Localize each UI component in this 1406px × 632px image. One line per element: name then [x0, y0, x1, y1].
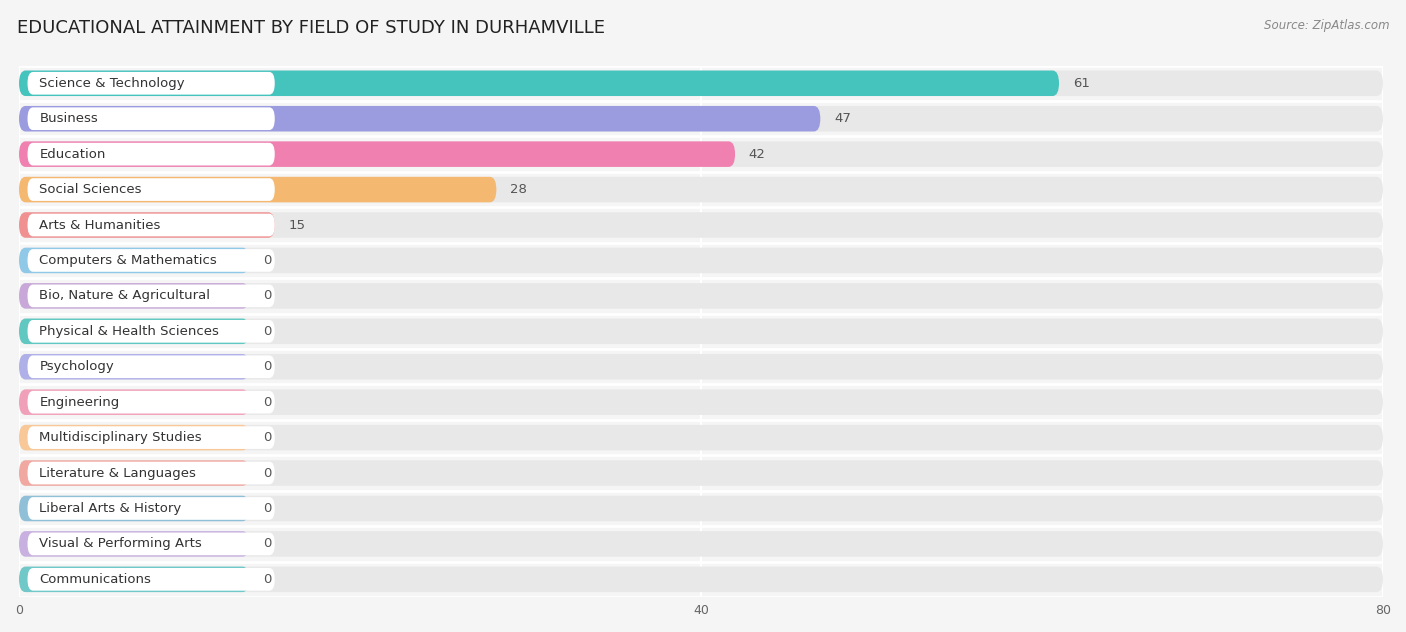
FancyBboxPatch shape	[20, 248, 1384, 273]
Text: Bio, Nature & Agricultural: Bio, Nature & Agricultural	[39, 289, 211, 302]
Text: 15: 15	[288, 219, 305, 231]
FancyBboxPatch shape	[28, 497, 274, 520]
FancyBboxPatch shape	[20, 425, 249, 451]
Text: 0: 0	[263, 466, 271, 480]
Text: Computers & Mathematics: Computers & Mathematics	[39, 254, 217, 267]
FancyBboxPatch shape	[20, 212, 1384, 238]
FancyBboxPatch shape	[28, 214, 274, 236]
Text: Source: ZipAtlas.com: Source: ZipAtlas.com	[1264, 19, 1389, 32]
Text: 0: 0	[263, 325, 271, 338]
FancyBboxPatch shape	[20, 566, 1384, 592]
Text: Visual & Performing Arts: Visual & Performing Arts	[39, 537, 202, 550]
FancyBboxPatch shape	[20, 389, 249, 415]
FancyBboxPatch shape	[20, 319, 249, 344]
Text: Science & Technology: Science & Technology	[39, 76, 186, 90]
Text: Psychology: Psychology	[39, 360, 114, 374]
Text: 0: 0	[263, 396, 271, 409]
FancyBboxPatch shape	[28, 320, 274, 343]
Text: Engineering: Engineering	[39, 396, 120, 409]
FancyBboxPatch shape	[28, 249, 274, 272]
FancyBboxPatch shape	[20, 142, 735, 167]
Text: EDUCATIONAL ATTAINMENT BY FIELD OF STUDY IN DURHAMVILLE: EDUCATIONAL ATTAINMENT BY FIELD OF STUDY…	[17, 19, 605, 37]
FancyBboxPatch shape	[20, 566, 249, 592]
Text: 0: 0	[263, 254, 271, 267]
FancyBboxPatch shape	[20, 177, 496, 202]
FancyBboxPatch shape	[20, 212, 274, 238]
FancyBboxPatch shape	[20, 71, 1059, 96]
FancyBboxPatch shape	[28, 426, 274, 449]
FancyBboxPatch shape	[20, 142, 1384, 167]
Text: 0: 0	[263, 573, 271, 586]
Text: 0: 0	[263, 537, 271, 550]
Text: Education: Education	[39, 148, 105, 161]
FancyBboxPatch shape	[20, 106, 1384, 131]
Text: 0: 0	[263, 502, 271, 515]
FancyBboxPatch shape	[20, 495, 249, 521]
Text: Literature & Languages: Literature & Languages	[39, 466, 197, 480]
FancyBboxPatch shape	[20, 248, 249, 273]
FancyBboxPatch shape	[20, 177, 1384, 202]
FancyBboxPatch shape	[20, 354, 249, 379]
FancyBboxPatch shape	[20, 495, 1384, 521]
Text: Business: Business	[39, 112, 98, 125]
FancyBboxPatch shape	[20, 354, 1384, 379]
Text: Communications: Communications	[39, 573, 152, 586]
FancyBboxPatch shape	[28, 355, 274, 378]
FancyBboxPatch shape	[28, 72, 274, 95]
FancyBboxPatch shape	[28, 107, 274, 130]
FancyBboxPatch shape	[20, 389, 1384, 415]
Text: 47: 47	[834, 112, 851, 125]
Text: 61: 61	[1073, 76, 1090, 90]
FancyBboxPatch shape	[20, 460, 1384, 486]
FancyBboxPatch shape	[20, 71, 1384, 96]
Text: 42: 42	[749, 148, 766, 161]
Text: 0: 0	[263, 360, 271, 374]
FancyBboxPatch shape	[20, 283, 249, 308]
FancyBboxPatch shape	[28, 462, 274, 484]
FancyBboxPatch shape	[20, 531, 249, 557]
FancyBboxPatch shape	[20, 106, 820, 131]
Text: Liberal Arts & History: Liberal Arts & History	[39, 502, 181, 515]
FancyBboxPatch shape	[20, 460, 249, 486]
FancyBboxPatch shape	[20, 425, 1384, 451]
FancyBboxPatch shape	[28, 284, 274, 307]
Text: Arts & Humanities: Arts & Humanities	[39, 219, 160, 231]
FancyBboxPatch shape	[28, 178, 274, 201]
Text: 0: 0	[263, 289, 271, 302]
Text: Social Sciences: Social Sciences	[39, 183, 142, 196]
FancyBboxPatch shape	[28, 533, 274, 556]
Text: 28: 28	[510, 183, 527, 196]
FancyBboxPatch shape	[28, 391, 274, 413]
FancyBboxPatch shape	[20, 319, 1384, 344]
FancyBboxPatch shape	[28, 568, 274, 591]
Text: Physical & Health Sciences: Physical & Health Sciences	[39, 325, 219, 338]
Text: 0: 0	[263, 431, 271, 444]
FancyBboxPatch shape	[20, 531, 1384, 557]
Text: Multidisciplinary Studies: Multidisciplinary Studies	[39, 431, 202, 444]
FancyBboxPatch shape	[20, 283, 1384, 308]
FancyBboxPatch shape	[28, 143, 274, 166]
